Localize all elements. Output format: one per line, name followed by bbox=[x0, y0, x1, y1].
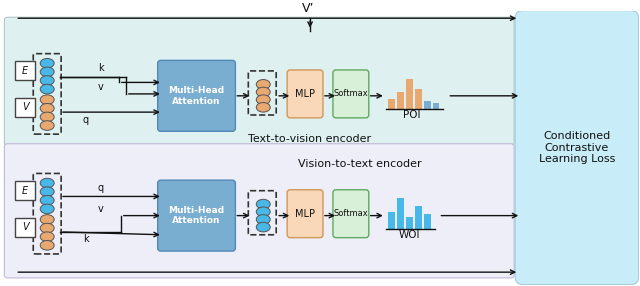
Text: Multi-Head
Attention: Multi-Head Attention bbox=[168, 86, 225, 106]
Text: E: E bbox=[22, 66, 28, 76]
Ellipse shape bbox=[40, 76, 54, 85]
Ellipse shape bbox=[256, 222, 270, 232]
FancyBboxPatch shape bbox=[15, 61, 35, 80]
Ellipse shape bbox=[40, 104, 54, 113]
Text: Multi-Head
Attention: Multi-Head Attention bbox=[168, 206, 225, 225]
Bar bbox=[424, 101, 431, 109]
Ellipse shape bbox=[40, 204, 54, 214]
Ellipse shape bbox=[40, 215, 54, 224]
Ellipse shape bbox=[40, 223, 54, 233]
Ellipse shape bbox=[40, 178, 54, 188]
Text: Conditioned
Contrastive
Learning Loss: Conditioned Contrastive Learning Loss bbox=[539, 131, 615, 164]
FancyBboxPatch shape bbox=[4, 17, 514, 146]
Ellipse shape bbox=[40, 58, 54, 68]
Text: Vision-to-text encoder: Vision-to-text encoder bbox=[298, 159, 422, 169]
Ellipse shape bbox=[40, 84, 54, 94]
Text: V: V bbox=[22, 102, 29, 112]
Ellipse shape bbox=[40, 95, 54, 104]
Ellipse shape bbox=[256, 80, 270, 89]
FancyBboxPatch shape bbox=[15, 218, 35, 237]
Bar bbox=[388, 98, 395, 109]
Text: Text-to-vision encoder: Text-to-vision encoder bbox=[248, 134, 372, 144]
Text: k: k bbox=[98, 63, 104, 73]
Text: MLP: MLP bbox=[295, 89, 315, 99]
Ellipse shape bbox=[40, 67, 54, 77]
Ellipse shape bbox=[40, 241, 54, 250]
Ellipse shape bbox=[40, 196, 54, 205]
Text: q: q bbox=[98, 183, 104, 193]
Ellipse shape bbox=[40, 187, 54, 196]
FancyBboxPatch shape bbox=[515, 11, 639, 285]
Text: E: E bbox=[22, 186, 28, 196]
Text: Softmax: Softmax bbox=[333, 209, 368, 218]
Ellipse shape bbox=[40, 232, 54, 241]
Bar bbox=[424, 214, 431, 229]
FancyBboxPatch shape bbox=[287, 190, 323, 238]
Bar bbox=[388, 212, 395, 229]
Bar bbox=[406, 217, 413, 229]
Ellipse shape bbox=[256, 95, 270, 104]
FancyBboxPatch shape bbox=[4, 144, 514, 278]
Bar bbox=[406, 79, 413, 109]
Bar bbox=[433, 103, 440, 109]
FancyBboxPatch shape bbox=[15, 98, 35, 117]
Bar bbox=[397, 198, 404, 229]
Ellipse shape bbox=[256, 103, 270, 112]
Text: v: v bbox=[98, 82, 104, 92]
Ellipse shape bbox=[256, 87, 270, 97]
Bar bbox=[397, 92, 404, 109]
FancyBboxPatch shape bbox=[287, 70, 323, 118]
Text: POI: POI bbox=[403, 110, 420, 120]
Text: V’: V’ bbox=[302, 2, 314, 15]
Ellipse shape bbox=[256, 207, 270, 217]
Text: V: V bbox=[22, 222, 29, 232]
Ellipse shape bbox=[256, 199, 270, 209]
Bar bbox=[415, 89, 422, 109]
FancyBboxPatch shape bbox=[157, 60, 236, 131]
FancyBboxPatch shape bbox=[333, 70, 369, 118]
FancyBboxPatch shape bbox=[157, 180, 236, 251]
Ellipse shape bbox=[40, 112, 54, 122]
Bar bbox=[415, 206, 422, 229]
Text: MLP: MLP bbox=[295, 209, 315, 219]
Ellipse shape bbox=[40, 121, 54, 130]
Ellipse shape bbox=[256, 215, 270, 224]
FancyBboxPatch shape bbox=[15, 181, 35, 200]
Text: k: k bbox=[83, 235, 89, 245]
Text: q: q bbox=[83, 115, 89, 125]
Text: Softmax: Softmax bbox=[333, 90, 368, 98]
Text: v: v bbox=[98, 204, 104, 214]
FancyBboxPatch shape bbox=[333, 190, 369, 238]
Text: WOI: WOI bbox=[399, 230, 420, 240]
